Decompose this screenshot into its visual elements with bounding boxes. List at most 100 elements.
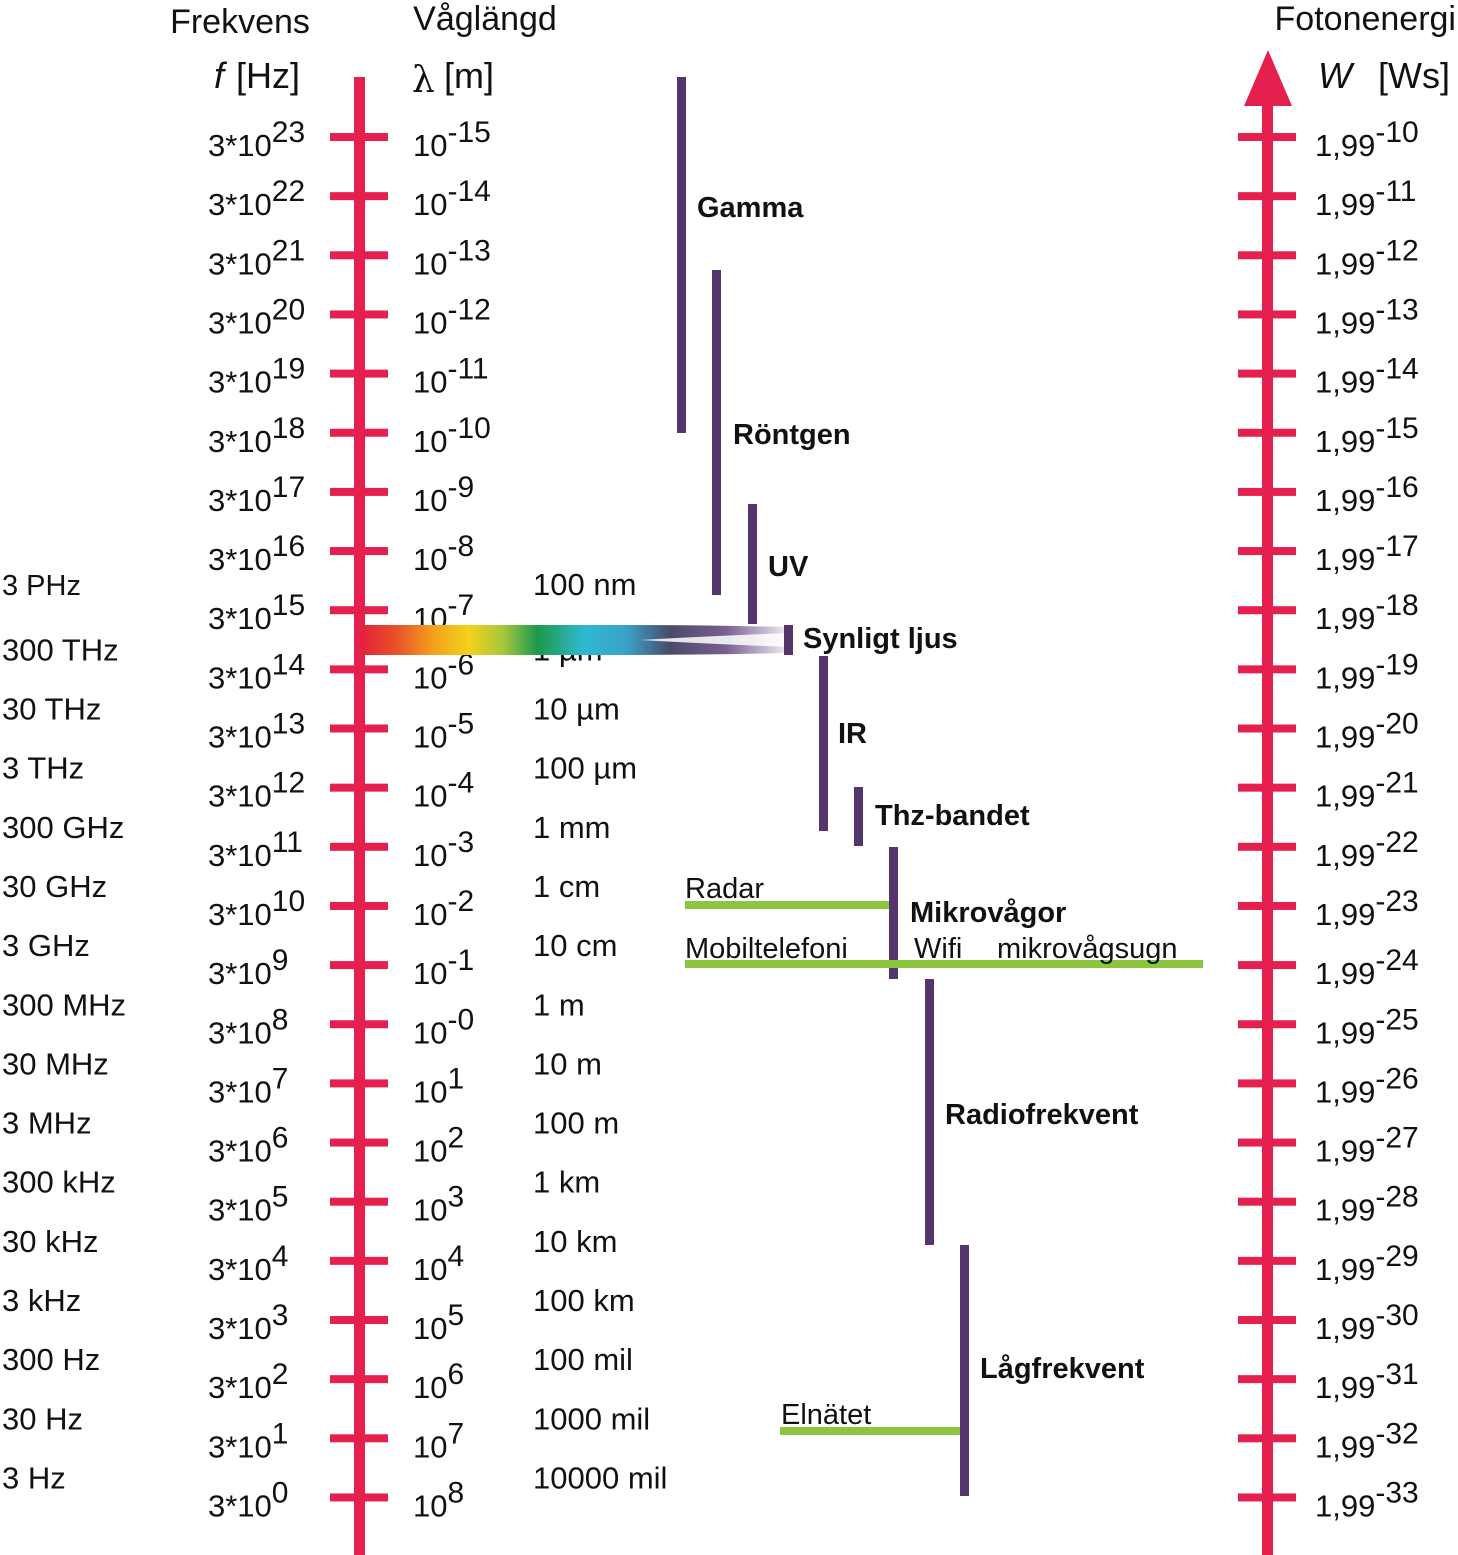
energy-value-exponent: -30 [1375, 1299, 1418, 1332]
energy-value: 1,99-27 [1315, 1122, 1419, 1169]
frequency-value: 3*1016 [208, 530, 305, 577]
wavelength-value-exponent: -1 [447, 944, 474, 977]
frequency-value-base: 3*10 [208, 1015, 272, 1050]
energy-value-base: 1,99 [1315, 483, 1375, 518]
energy-tick [1238, 1079, 1296, 1088]
frequency-name: 300 THz [2, 632, 119, 667]
energy-value: 1,99-30 [1315, 1299, 1419, 1346]
energy-symbol: W [1318, 55, 1355, 96]
energy-value-exponent: -11 [1375, 175, 1416, 208]
frequency-value: 3*1013 [208, 708, 305, 755]
frequency-name: 30 MHz [2, 1046, 109, 1081]
energy-tick [1238, 1316, 1296, 1324]
frequency-name: 30 kHz [2, 1224, 98, 1259]
wavelength-value-base: 10 [413, 1488, 447, 1523]
energy-tick [1238, 192, 1296, 201]
wavelength-value: 10-13 [413, 234, 491, 281]
energy-value-exponent: -21 [1375, 767, 1418, 800]
frequency-value-exponent: 18 [272, 412, 305, 445]
energy-value-base: 1,99 [1315, 305, 1375, 340]
wavelength-value-exponent: -11 [447, 353, 488, 386]
wavelength-text: 10 km [533, 1224, 617, 1259]
wavelength-value-exponent: -12 [447, 293, 490, 326]
energy-value: 1,99-15 [1315, 412, 1419, 459]
thz-bar [854, 787, 863, 846]
energy-value: 1,99-31 [1315, 1358, 1419, 1405]
energy-value-exponent: -10 [1375, 116, 1418, 149]
wavelength-value-base: 10 [413, 128, 447, 163]
wavelength-value-base: 10 [413, 187, 447, 222]
frequency-value: 3*1020 [208, 293, 305, 340]
energy-value-exponent: -33 [1375, 1476, 1418, 1509]
frequency-value-exponent: 11 [272, 826, 303, 859]
frequency-value: 3*107 [208, 1062, 288, 1109]
wavelength-value: 108 [413, 1476, 464, 1523]
band-label-lagfrekvent: Lågfrekvent [980, 1353, 1145, 1385]
frequency-value-base: 3*10 [208, 542, 272, 577]
energy-value-base: 1,99 [1315, 601, 1375, 636]
energy-value: 1,99-28 [1315, 1181, 1419, 1228]
wavelength-value: 10-3 [413, 826, 474, 873]
energy-value-exponent: -18 [1375, 589, 1418, 622]
wavelength-value-exponent: -0 [447, 1003, 474, 1036]
spectrum-gradient [362, 625, 790, 655]
spectrum-highlight [640, 633, 790, 647]
band-label-mikrovagor: Mikrovågor [910, 897, 1066, 929]
wavelength-value: 10-9 [413, 471, 474, 518]
wavelength-value: 10-5 [413, 708, 474, 755]
energy-value: 1,99-25 [1315, 1003, 1419, 1050]
frequency-value-exponent: 7 [272, 1062, 289, 1095]
frequency-tick [330, 665, 388, 674]
frequency-tick [330, 547, 388, 556]
wavelength-text: 1 mm [533, 810, 611, 845]
energy-value-base: 1,99 [1315, 956, 1375, 991]
frequency-tick [330, 783, 388, 792]
frequency-value: 3*100 [208, 1476, 288, 1523]
wavelength-value: 10-1 [413, 944, 474, 991]
band-label-radiofrekvent: Radiofrekvent [945, 1099, 1139, 1131]
wavelength-value: 104 [413, 1240, 464, 1287]
frequency-value-base: 3*10 [208, 1370, 272, 1405]
frequency-value-exponent: 10 [272, 885, 305, 918]
frequency-value: 3*1011 [208, 826, 303, 873]
energy-value: 1,99-18 [1315, 589, 1419, 636]
wavelength-value-exponent: -14 [447, 175, 490, 208]
elnatet-line [780, 1427, 960, 1435]
wavelength-value-exponent: 6 [447, 1358, 464, 1391]
frequency-value-exponent: 16 [272, 530, 305, 563]
energy-value: 1,99-12 [1315, 234, 1419, 281]
energy-value-base: 1,99 [1315, 187, 1375, 222]
wavelength-value-exponent: -9 [447, 471, 474, 504]
frequency-name: 3 Hz [2, 1460, 66, 1495]
energy-tick [1238, 1197, 1296, 1206]
energy-value: 1,99-14 [1315, 353, 1419, 400]
application-label-mikrovagsugn: mikrovågsugn [997, 933, 1178, 965]
radar-line [685, 901, 889, 909]
wavelength-value-base: 10 [413, 1015, 447, 1050]
frequency-value: 3*101 [208, 1417, 288, 1464]
frequency-value-exponent: 14 [272, 648, 305, 681]
frequency-value-base: 3*10 [208, 1429, 272, 1464]
wavelength-value: 10-6 [413, 648, 474, 695]
wavelength-value: 103 [413, 1181, 464, 1228]
wavelength-value-exponent: 3 [447, 1181, 464, 1214]
frequency-value-exponent: 3 [272, 1299, 289, 1332]
frequency-tick [330, 1434, 388, 1443]
frequency-value-base: 3*10 [208, 187, 272, 222]
frequency-value-base: 3*10 [208, 1134, 272, 1169]
wavelength-value: 10-0 [413, 1003, 474, 1050]
wavelength-value: 10-12 [413, 293, 491, 340]
frequency-value-base: 3*10 [208, 246, 272, 281]
wavelength-value-exponent: 2 [447, 1122, 464, 1155]
energy-value-exponent: -23 [1375, 885, 1418, 918]
wavelength-unit: [m] [444, 55, 494, 96]
frequency-tick [330, 842, 388, 851]
frequency-value-exponent: 17 [272, 471, 305, 504]
frequency-tick [330, 1316, 388, 1324]
gamma-bar [677, 77, 686, 433]
energy-value-base: 1,99 [1315, 838, 1375, 873]
frequency-value-exponent: 23 [272, 116, 305, 149]
energy-value: 1,99-16 [1315, 471, 1419, 518]
wavelength-value: 10-15 [413, 116, 491, 163]
frequency-value-base: 3*10 [208, 305, 272, 340]
